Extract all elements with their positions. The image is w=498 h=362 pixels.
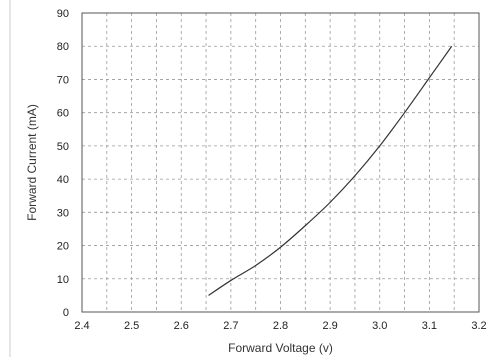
- x-tick-label: 2.5: [124, 320, 139, 332]
- y-tick-label: 50: [57, 141, 69, 153]
- x-tick-label: 2.4: [74, 320, 89, 332]
- x-tick-label: 2.9: [322, 320, 337, 332]
- y-axis-title: Forward Current (mA): [25, 104, 39, 221]
- y-tick-labels: 0 10 20 30 40 50 60 70 80 90: [57, 8, 69, 319]
- y-tick-label: 60: [57, 108, 69, 120]
- x-tick-labels: 2.4 2.5 2.6 2.7 2.8 2.9 3.0 3.1 3.2: [74, 320, 486, 332]
- y-tick-label: 20: [57, 241, 69, 253]
- x-tick-label: 2.7: [223, 320, 238, 332]
- y-tick-label: 80: [57, 41, 69, 53]
- x-tick-label: 2.6: [174, 320, 189, 332]
- x-tick-label: 3.2: [471, 320, 486, 332]
- y-tick-label: 90: [57, 8, 69, 20]
- grid-lines: [82, 13, 479, 312]
- y-tick-label: 70: [57, 74, 69, 86]
- y-tick-label: 40: [57, 174, 69, 186]
- x-tick-label: 3.1: [422, 320, 437, 332]
- x-tick-label: 3.0: [372, 320, 387, 332]
- series-line: [208, 45, 453, 296]
- y-tick-label: 0: [63, 307, 69, 319]
- series-layer: [208, 45, 453, 296]
- plot-area-frame: [81, 12, 480, 313]
- x-axis-title: Forward Voltage (v): [228, 341, 333, 355]
- x-tick-label: 2.8: [273, 320, 288, 332]
- y-tick-label: 30: [57, 207, 69, 219]
- y-tick-label: 10: [57, 274, 69, 286]
